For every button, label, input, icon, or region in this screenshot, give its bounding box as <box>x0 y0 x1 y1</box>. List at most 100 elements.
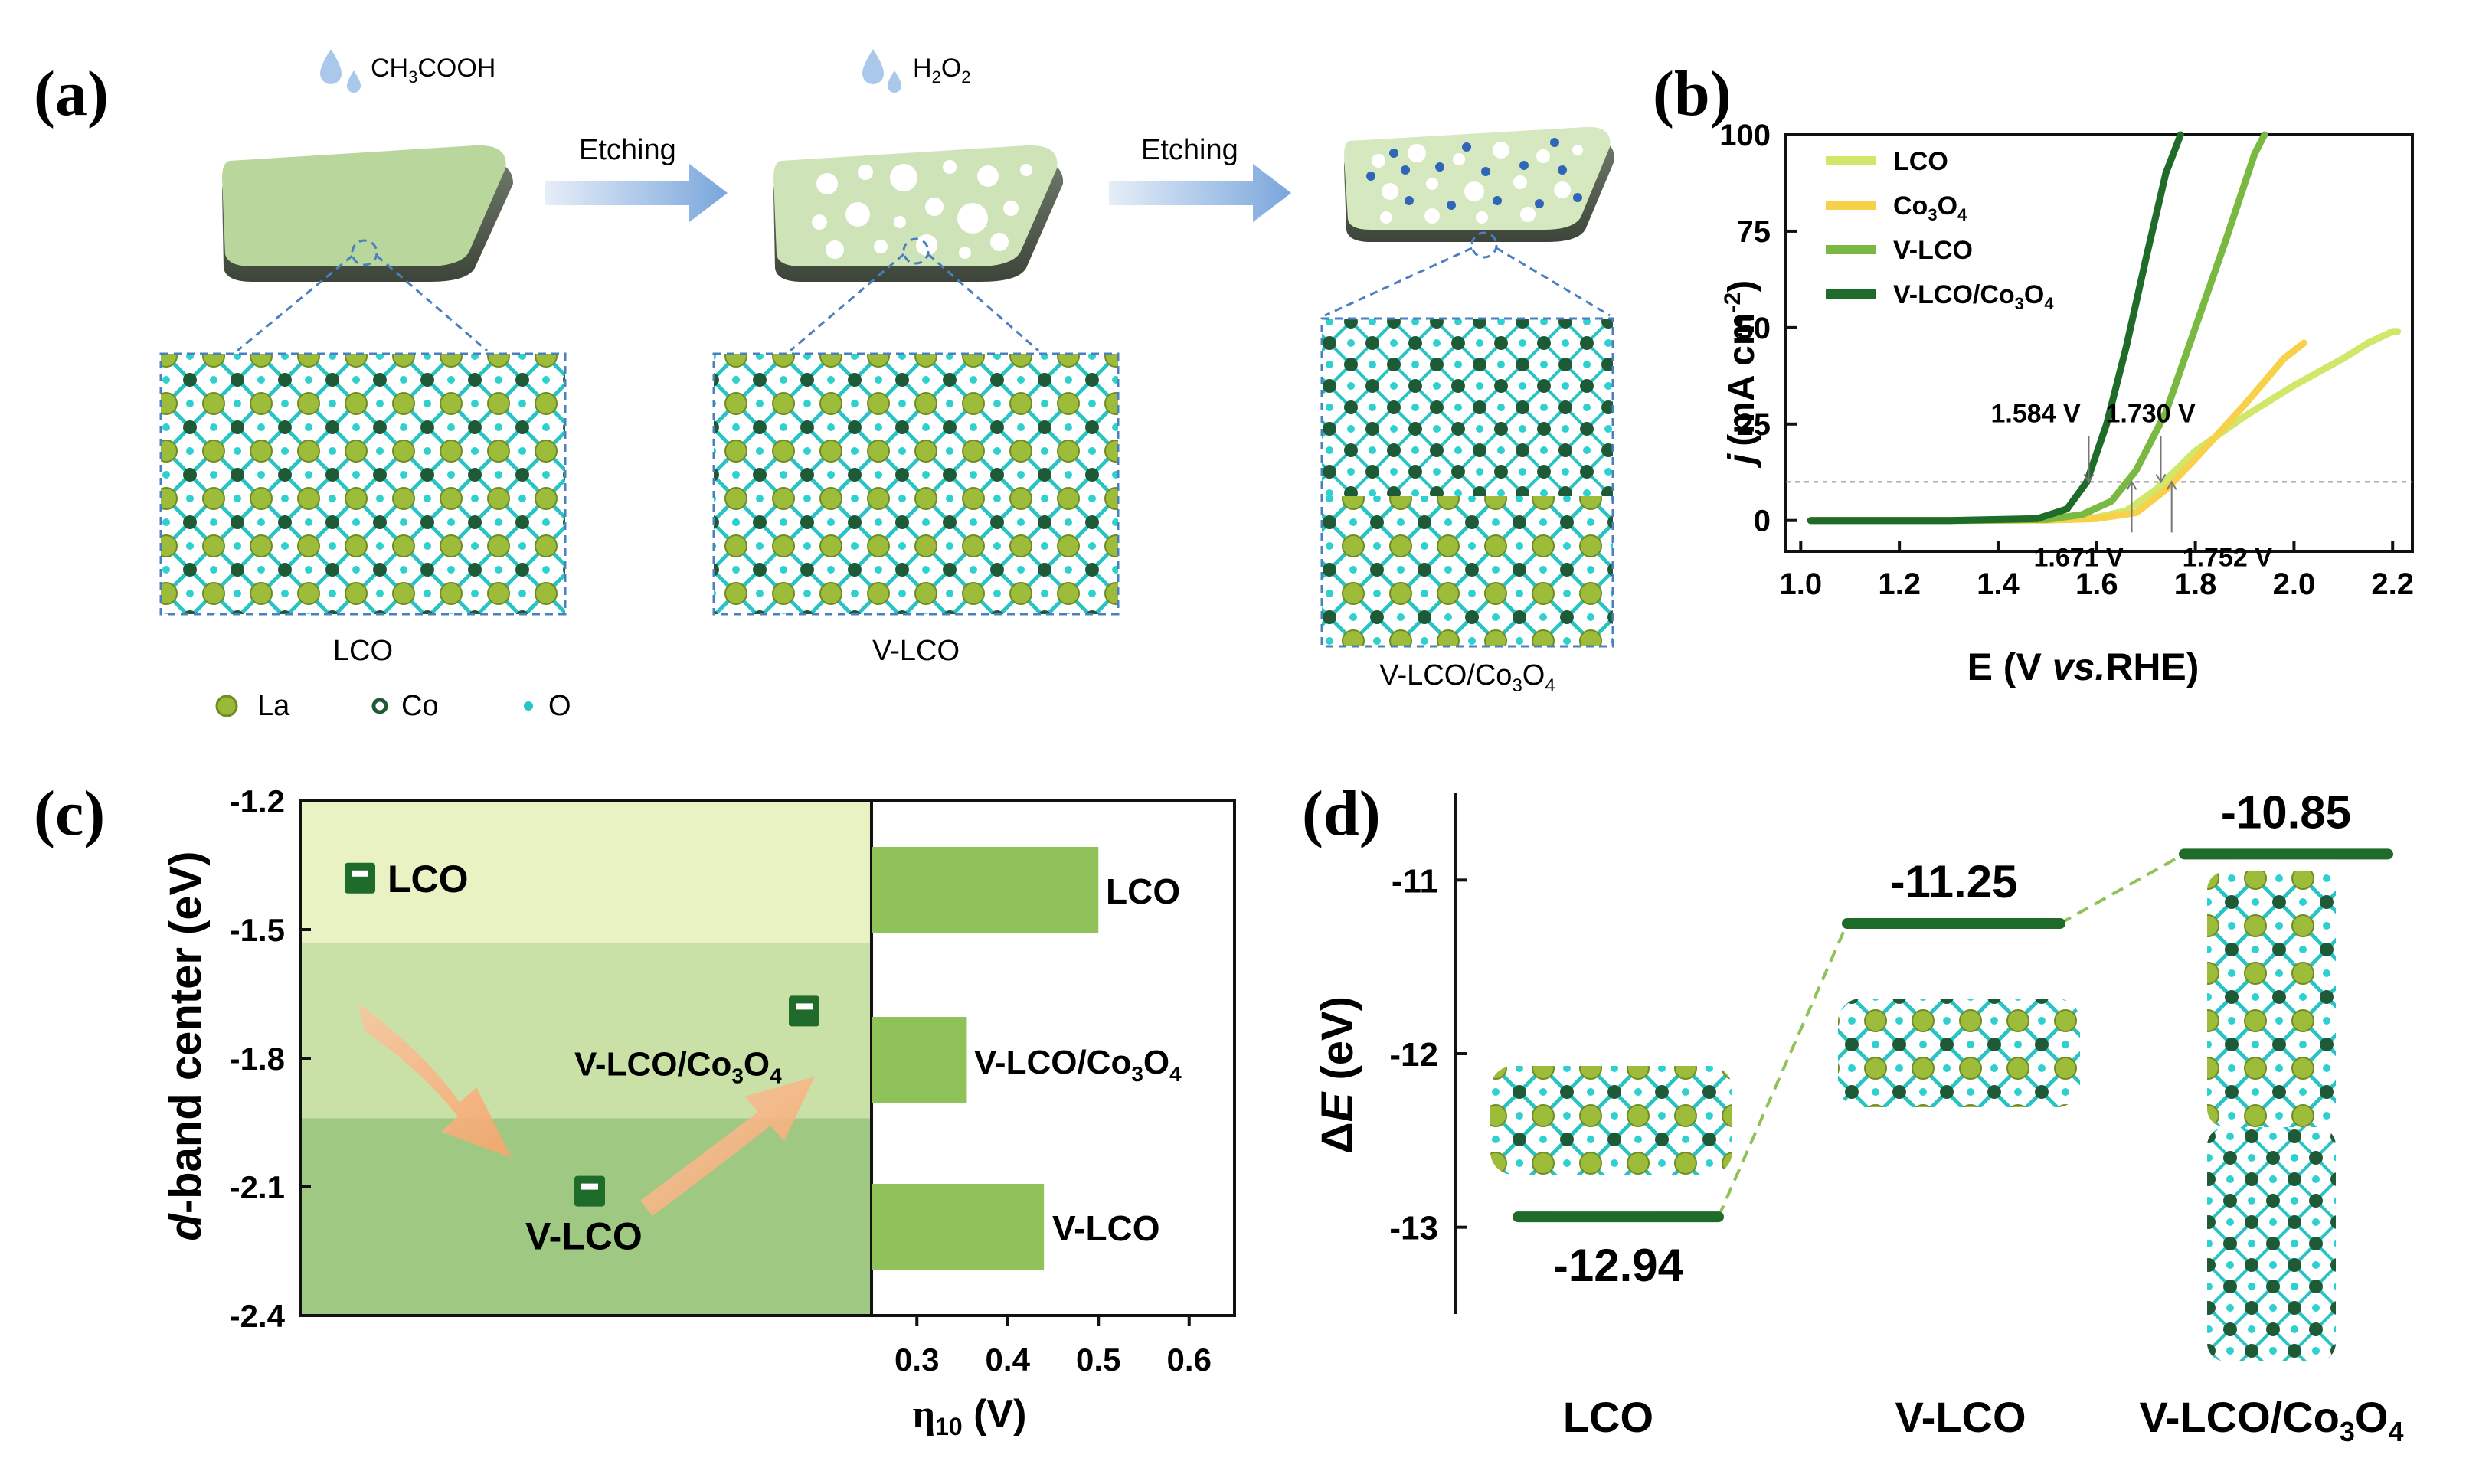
lsv-y-axis-label: j(mA cm-2) <box>1720 280 1762 469</box>
svg-text:Etching: Etching <box>1141 134 1238 166</box>
d-band-marker-line <box>352 870 368 877</box>
svg-text:V-LCO: V-LCO <box>1893 236 1973 265</box>
region-low <box>300 801 872 943</box>
point-label-v-lco: V-LCO <box>525 1215 643 1258</box>
lsv-x-tick-label: 1.6 <box>2075 567 2118 601</box>
d-band-marker <box>574 1175 605 1207</box>
v-lco-co3o4-surface-structure <box>2207 871 2336 1361</box>
lco-crystal-structure <box>159 352 567 616</box>
category-label-v-lco-co3o4: V-LCO/Co3O4 <box>2140 1393 2404 1447</box>
overpotential-x-tick-label: 0.4 <box>986 1342 1031 1378</box>
svg-text:La: La <box>257 690 290 722</box>
lsv-series-3 <box>1807 131 2184 525</box>
lsv-annotation-arrowhead <box>2166 480 2177 490</box>
overpotential-x-tick-label: 0.5 <box>1076 1342 1120 1378</box>
bar-label-lco: LCO <box>1106 871 1180 911</box>
d-band-marker <box>345 862 375 894</box>
lsv-axes: 0 25 50 75 100 1.0 1.2 1.4 1.6 1.8 2.0 2.2 <box>1719 119 2414 601</box>
v-lco-crystal-structure <box>712 352 1120 616</box>
svg-text:Co3O4: Co3O4 <box>1893 191 1967 224</box>
atom-legend: La Co O <box>215 690 571 722</box>
svg-text:O: O <box>548 690 571 722</box>
etching-arrow-1: Etching <box>545 134 728 222</box>
reagent-hydrogen-peroxide: H2O2 <box>913 54 971 87</box>
reagent-acetic-acid: CH3COOH <box>371 54 495 87</box>
energy-y-tick-label: -13 <box>1389 1210 1438 1247</box>
energy-y-tick-label: -11 <box>1392 862 1438 900</box>
lsv-x-axis-label: E (V vs.RHE) <box>1967 646 2199 688</box>
lco-slab <box>222 145 513 282</box>
overpotential-x-tick-label: 0.6 <box>1167 1342 1212 1378</box>
d-band-y-tick-label: -2.4 <box>230 1298 286 1334</box>
lsv-annotation-arrowhead <box>2155 473 2167 484</box>
lsv-x-tick-label: 2.0 <box>2273 567 2316 601</box>
energy-axes: -11 -12 -13 <box>1389 793 1467 1314</box>
lsv-x-tick-label: 2.2 <box>2371 567 2414 601</box>
overpotential-x-tick-label: 0.3 <box>894 1342 939 1378</box>
point-label-lco: LCO <box>388 858 469 901</box>
d-band-y-axis-label: d-band center (eV) <box>161 851 211 1240</box>
d-band-marker-line <box>796 1003 813 1010</box>
lsv-series-1 <box>1807 339 2307 525</box>
svg-text:V-LCO/Co3O4: V-LCO/Co3O4 <box>1893 280 2054 313</box>
d-band-marker-line <box>581 1183 598 1190</box>
lsv-annotation-label: 1.752 V <box>2183 543 2273 572</box>
overpotential-bar <box>872 847 1099 933</box>
d-band-y-tick-label: -1.5 <box>230 912 285 948</box>
legend-la-icon <box>215 695 238 717</box>
panel-c: (c) -1.2 -1.5 -1.8 -2.1 -2.4 LCO V-LCO/Co3O4 V-… <box>34 778 1236 1440</box>
panel-a: (a) CH3COOH H2O2 Etching <box>34 49 1615 722</box>
energy-levels: -12.94 -11.25 -10.85 <box>1513 786 2393 1291</box>
panel-d: (d) -11 -12 -13 -12.94 -11.25 -10.85 ΔE (eV)… <box>1302 778 2403 1447</box>
lsv-y-tick-label: 25 <box>1737 408 1771 442</box>
energy-y-axis-label: ΔE (eV) <box>1313 996 1362 1154</box>
v-lco-surface-structure <box>1838 999 2080 1107</box>
zoom-guides <box>237 231 1611 352</box>
lsv-annotation-label: 1.730 V <box>2106 399 2196 428</box>
energy-value-label: -10.85 <box>2221 786 2351 838</box>
lsv-x-tick-label: 1.4 <box>1977 567 2020 601</box>
trend-arrow-up <box>640 1077 815 1216</box>
lsv-y-tick-label: 100 <box>1719 119 1771 152</box>
lsv-curves <box>1807 131 2402 525</box>
energy-connector <box>1717 923 1849 1218</box>
energy-y-tick-label: -12 <box>1389 1036 1438 1074</box>
droplet-icon <box>862 49 901 93</box>
legend-co-icon <box>371 698 388 714</box>
lsv-annotation-arrowhead <box>2126 480 2137 490</box>
energy-connector <box>2059 852 2185 925</box>
v-lco-co3o4-slab <box>1344 126 1615 242</box>
bar-label-v-lco-co3o4: V-LCO/Co3O4 <box>974 1044 1182 1086</box>
lsv-annotations: 1.584 V 1.730 V 1.671 V 1.752 V <box>1990 399 2272 572</box>
region-high <box>300 1118 872 1316</box>
trend-arrow-down <box>358 1003 512 1158</box>
lsv-annotation-label: 1.584 V <box>1990 399 2081 428</box>
lsv-x-tick-label: 1.0 <box>1780 567 1823 601</box>
lsv-annotation-label: 1.671 V <box>2034 543 2124 572</box>
label-v-lco-co3o4: V-LCO/Co3O4 <box>1379 659 1555 696</box>
lsv-y-tick-label: 75 <box>1737 215 1771 249</box>
droplet-icon <box>320 49 361 93</box>
lsv-y-tick-label: 0 <box>1754 505 1771 538</box>
lsv-y-tick-label: 50 <box>1737 312 1771 345</box>
d-band-y-tick-label: -1.8 <box>230 1041 285 1077</box>
panel-d-letter: (d) <box>1302 778 1381 849</box>
energy-value-label: -12.94 <box>1553 1240 1684 1291</box>
lsv-x-tick-label: 1.8 <box>2174 567 2217 601</box>
panel-c-letter: (c) <box>34 778 105 849</box>
overpotential-x-axis-label: η10 (V) <box>913 1392 1027 1440</box>
svg-text:LCO: LCO <box>1893 147 1948 176</box>
point-label-v-lco-co3o4: V-LCO/Co3O4 <box>574 1045 782 1087</box>
lsv-legend: LCO Co3O4 V-LCO V-LCO/Co3O4 <box>1826 147 2054 313</box>
panel-b: (b) 0 25 50 75 100 1.0 1.2 1.4 1.6 1.8 2.0 2.2 1.58… <box>1653 58 2414 688</box>
bar-label-v-lco: V-LCO <box>1052 1208 1160 1248</box>
v-lco-co3o4-crystal-structure <box>1320 317 1614 648</box>
overpotential-bar <box>872 1017 967 1103</box>
v-lco-slab <box>773 145 1064 282</box>
legend-o-icon <box>524 701 533 711</box>
category-label-lco: LCO <box>1563 1393 1653 1441</box>
d-band-y-tick-label: -1.2 <box>230 783 285 819</box>
svg-text:Co: Co <box>401 690 439 722</box>
d-band-marker <box>789 995 819 1027</box>
panel-b-letter: (b) <box>1653 58 1732 129</box>
